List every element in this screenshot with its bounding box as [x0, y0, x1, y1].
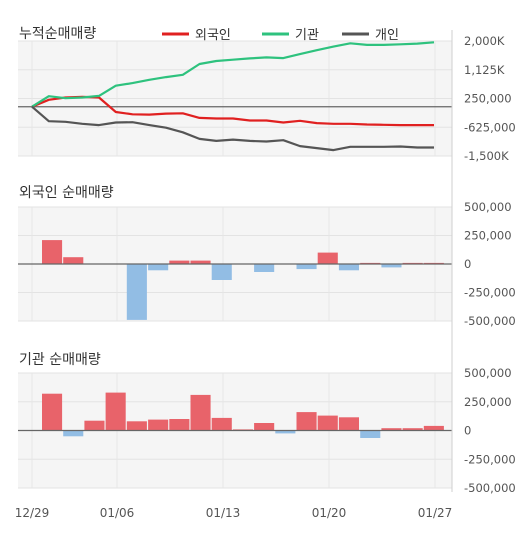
bar [254, 423, 275, 431]
legend-label: 기관 [295, 28, 319, 43]
y-tick-label: 500,000 [464, 366, 512, 380]
bar [317, 415, 338, 431]
series-line [31, 105, 434, 152]
bar [63, 430, 84, 437]
y-tick-label: 250,000 [464, 229, 512, 243]
bar [169, 260, 190, 264]
series-line [31, 95, 434, 127]
x-tick-label: 01/27 [418, 506, 453, 520]
bar [84, 420, 105, 431]
x-tick-label: 01/13 [206, 506, 241, 520]
y-tick-label: 500,000 [464, 200, 512, 214]
bar [381, 264, 402, 268]
y-tick-label: 0 [464, 424, 471, 438]
bar [148, 419, 169, 431]
chart-title-institution: 기관 순매매량 [19, 352, 101, 368]
bar [296, 412, 317, 431]
bar [296, 264, 317, 270]
y-tick-label: -250,000 [464, 286, 516, 300]
legend-label: 개인 [375, 28, 399, 43]
bar [148, 264, 169, 271]
bar [190, 260, 211, 264]
bar [211, 417, 232, 431]
bar [338, 417, 359, 431]
y-tick-label: 250,000 [464, 395, 512, 409]
bar [126, 421, 147, 431]
y-tick-label: -500,000 [464, 314, 516, 328]
bar [360, 430, 381, 438]
chart-title-cumulative: 누적순매매량 [19, 26, 96, 42]
y-tick-label: 250,000 [464, 92, 512, 106]
legend-label: 외국인 [195, 28, 231, 43]
bar [211, 264, 232, 280]
bar [190, 394, 211, 431]
bar [317, 252, 338, 264]
bar [105, 392, 126, 431]
bar [275, 430, 296, 434]
bar [169, 419, 190, 431]
series-line [31, 41, 435, 108]
chart-title-foreign: 외국인 순매매량 [19, 185, 114, 201]
bar [254, 264, 275, 272]
x-tick-label: 01/06 [100, 506, 135, 520]
y-tick-label: -1,500K [464, 149, 509, 163]
bar [423, 425, 444, 431]
y-tick-label: -625,000 [464, 120, 516, 134]
y-tick-label: 1,125K [464, 63, 505, 77]
bar [63, 257, 84, 264]
bar [402, 428, 423, 431]
y-tick-label: 0 [464, 257, 471, 271]
bar [338, 264, 359, 271]
y-tick-label: -250,000 [464, 452, 516, 466]
bar [126, 264, 147, 320]
y-tick-label: -500,000 [464, 481, 516, 495]
bar [42, 393, 63, 431]
y-tick-label: 2,000K [464, 34, 505, 48]
bar [381, 428, 402, 431]
x-tick-label: 12/29 [15, 506, 50, 520]
x-tick-label: 01/20 [312, 506, 347, 520]
bar [42, 240, 63, 264]
